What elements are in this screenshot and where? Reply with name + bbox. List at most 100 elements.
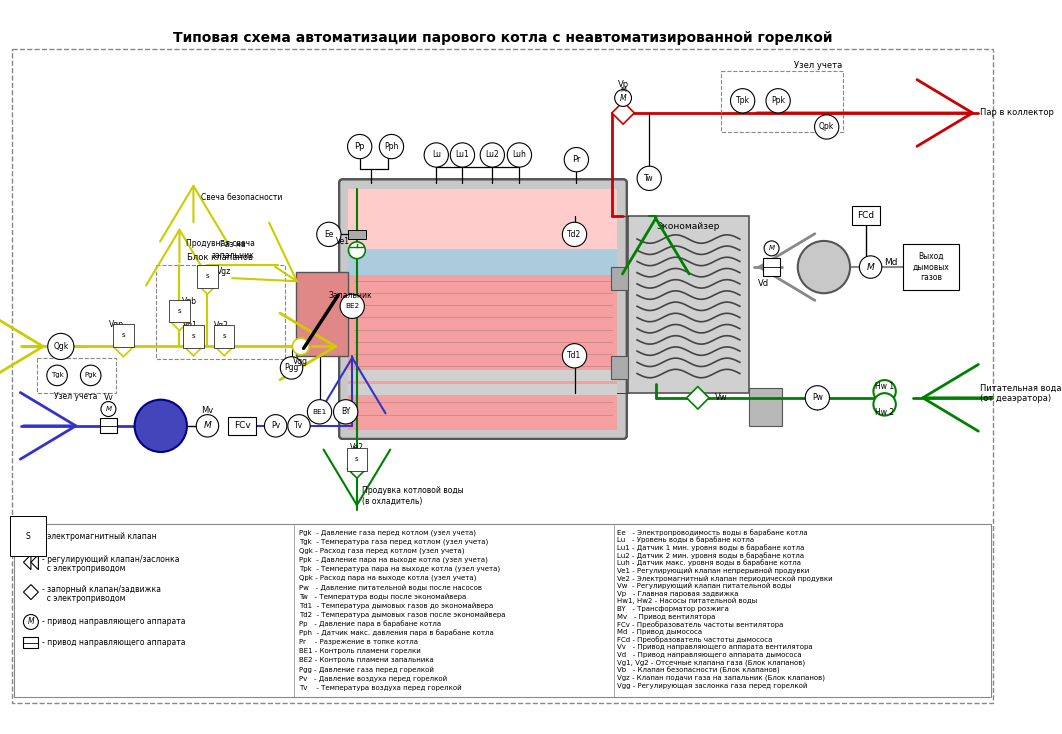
Text: Pv: Pv — [271, 421, 280, 430]
Text: S: S — [25, 531, 31, 540]
Bar — [156, 265, 285, 359]
Text: Hw 1: Hw 1 — [875, 382, 894, 391]
Text: - привод направляющего аппарата: - привод направляющего аппарата — [42, 617, 186, 627]
Text: Vb   - Клапан безопасности (Блок клапанов): Vb - Клапан безопасности (Блок клапанов) — [617, 666, 781, 674]
Bar — [348, 275, 617, 429]
Text: Tpk  - Температура пара на выходе котла (узел учета): Tpk - Температура пара на выходе котла (… — [299, 566, 500, 573]
Circle shape — [348, 241, 365, 258]
Text: Ve1 - Регулирующий клапан непрерывной продувки: Ve1 - Регулирующий клапан непрерывной пр… — [617, 567, 809, 574]
Text: - запорный клапан/задвижка: - запорный клапан/задвижка — [42, 585, 161, 594]
Circle shape — [48, 333, 74, 360]
Text: Tv    - Температура воздуха перед горелкой: Tv - Температура воздуха перед горелкой — [299, 685, 462, 691]
Text: Продувная свеча: Продувная свеча — [186, 239, 255, 248]
Text: Pv   - Давление воздуха перед горелкой: Pv - Давление воздуха перед горелкой — [299, 675, 447, 682]
Text: s: s — [222, 333, 226, 339]
Text: Ve2: Ve2 — [349, 443, 364, 452]
Text: Запальник: Запальник — [329, 291, 373, 299]
Text: Ve1: Ve1 — [337, 237, 350, 247]
Text: Пар в коллектор: Пар в коллектор — [980, 109, 1054, 117]
Text: Vgz: Vgz — [217, 267, 232, 276]
Polygon shape — [23, 584, 38, 600]
Text: FCd: FCd — [857, 211, 874, 220]
Polygon shape — [23, 555, 31, 570]
Circle shape — [798, 241, 850, 293]
Text: Ee   - Электропроводимость воды в барабане котла: Ee - Электропроводимость воды в барабане… — [617, 529, 808, 536]
Bar — [348, 250, 617, 275]
Bar — [348, 384, 617, 395]
Text: Pr: Pr — [572, 155, 581, 164]
FancyBboxPatch shape — [339, 179, 627, 439]
Text: Qgk - Расход газа перед котлом (узел учета): Qgk - Расход газа перед котлом (узел уче… — [299, 548, 464, 554]
Text: M: M — [867, 263, 874, 272]
Text: Pgk  - Давление газа перед котлом (узел учета): Pgk - Давление газа перед котлом (узел у… — [299, 529, 476, 536]
Text: Pgk: Pgk — [84, 372, 97, 379]
Circle shape — [379, 134, 404, 159]
Circle shape — [731, 89, 755, 113]
Bar — [348, 370, 617, 381]
Text: Газ на
запальник: Газ на запальник — [211, 240, 254, 260]
Bar — [228, 416, 256, 435]
Circle shape — [292, 338, 309, 355]
Circle shape — [805, 385, 829, 410]
Circle shape — [480, 143, 504, 167]
Text: Luh: Luh — [513, 150, 527, 159]
Text: Ppk  - Давление пара на выходе котла (узел учета): Ppk - Давление пара на выходе котла (узе… — [299, 556, 487, 563]
Text: Td1: Td1 — [567, 352, 582, 360]
Text: Td1  - Температура дымовых газов до экономайвера: Td1 - Температура дымовых газов до эконо… — [299, 603, 493, 608]
Circle shape — [196, 415, 219, 437]
Text: s: s — [355, 457, 359, 462]
Text: Hw 2: Hw 2 — [875, 408, 894, 417]
Text: Pph: Pph — [384, 142, 398, 151]
Text: Ve2 - Электромагнитный клапан периодической продувки: Ve2 - Электромагнитный клапан периодичес… — [617, 575, 833, 581]
Circle shape — [333, 400, 358, 424]
Text: M: M — [105, 406, 112, 412]
Text: Mv: Mv — [202, 407, 213, 415]
Text: Hw1, Hw2 - Насосы питательной воды: Hw1, Hw2 - Насосы питательной воды — [617, 598, 757, 605]
Text: Md: Md — [885, 258, 898, 267]
Text: Свеча безопасности: Свеча безопасности — [201, 192, 282, 202]
Text: BE1 - Контроль пламени горелки: BE1 - Контроль пламени горелки — [299, 648, 421, 654]
Polygon shape — [347, 459, 366, 478]
Text: Md  - Привод дымососа: Md - Привод дымососа — [617, 629, 703, 635]
Text: Qpk - Расход пара на выходе котла (узел учета): Qpk - Расход пара на выходе котла (узел … — [299, 575, 477, 581]
Text: Pp   - Давление пара в барабане котла: Pp - Давление пара в барабане котла — [299, 620, 441, 628]
Text: BE2: BE2 — [345, 303, 359, 309]
Text: Выход
дымовых
газов: Выход дымовых газов — [913, 252, 949, 282]
Text: s: s — [191, 333, 195, 339]
Text: Vd   - Привод направляющего аппарата дымососа: Vd - Привод направляющего аппарата дымос… — [617, 652, 802, 658]
Bar — [611, 267, 628, 291]
Text: Экономайзер: Экономайзер — [656, 222, 720, 231]
Text: BY   - Трансформатор розжига: BY - Трансформатор розжига — [617, 606, 730, 612]
Text: Узел учета: Узел учета — [54, 393, 98, 401]
Text: M: M — [620, 93, 627, 103]
Text: Типовая схема автоматизации парового котла с неавтоматизированной горелкой: Типовая схема автоматизации парового кот… — [173, 32, 833, 46]
Text: Qpk: Qpk — [819, 123, 835, 131]
Text: Lu2 - Датчик 2 мин. уровня воды в барабане котла: Lu2 - Датчик 2 мин. уровня воды в бараба… — [617, 552, 805, 559]
Text: Vd: Vd — [757, 280, 769, 288]
Circle shape — [766, 89, 790, 113]
Text: Pgg - Давление газа перед горелкой: Pgg - Давление газа перед горелкой — [299, 666, 434, 673]
Text: Pw   - Давление питательной воды после насосов: Pw - Давление питательной воды после нас… — [299, 584, 482, 591]
Text: Vgb: Vgb — [183, 297, 198, 306]
Text: Vg1, Vg2 - Отсечные клапана газа (Блок клапанов): Vg1, Vg2 - Отсечные клапана газа (Блок к… — [617, 659, 806, 666]
Bar — [611, 356, 628, 379]
Circle shape — [81, 365, 101, 385]
Bar — [14, 524, 991, 697]
Bar — [347, 230, 366, 239]
Circle shape — [280, 357, 303, 379]
Text: Vp   - Главная паровая задвижка: Vp - Главная паровая задвижка — [617, 591, 739, 597]
Circle shape — [508, 143, 532, 167]
Circle shape — [340, 294, 364, 319]
Text: Tw   - Температура воды после экономайвера: Tw - Температура воды после экономайвера — [299, 593, 466, 600]
Text: Td2: Td2 — [567, 230, 582, 239]
Polygon shape — [114, 336, 134, 357]
Circle shape — [47, 365, 67, 385]
Text: BE2 - Контроль пламени запальника: BE2 - Контроль пламени запальника — [299, 658, 433, 664]
Polygon shape — [184, 337, 203, 356]
Text: FCv - Преобразователь частоты вентилятора: FCv - Преобразователь частоты вентилятор… — [617, 621, 784, 628]
Text: Pp: Pp — [355, 142, 365, 151]
Text: M: M — [28, 617, 34, 627]
Circle shape — [615, 90, 632, 106]
Text: Mv   - Привод вентилятора: Mv - Привод вентилятора — [617, 614, 716, 619]
Text: Td2  - Температура дымовых газов после экономайвера: Td2 - Температура дымовых газов после эк… — [299, 611, 506, 618]
